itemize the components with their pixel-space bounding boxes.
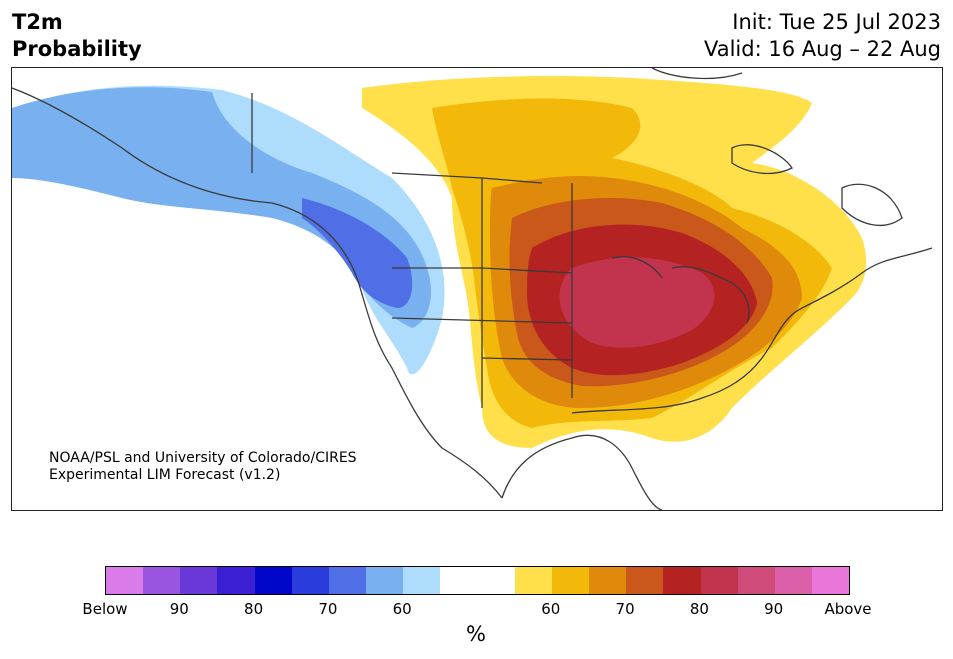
credit-text: NOAA/PSL and University of Colorado/CIRE…	[49, 450, 357, 484]
below-80-region	[302, 198, 413, 308]
probability-map	[12, 68, 933, 510]
colorbar-tick-label: Below	[82, 600, 128, 618]
colorbar-swatch	[514, 567, 552, 594]
colorbar-ticks: Below 90 80 70 60 60 70 80 90 Above	[0, 600, 953, 620]
colorbar-tick-label: 60	[541, 600, 561, 618]
colorbar-swatch	[106, 567, 144, 594]
colorbar-swatch	[477, 567, 515, 594]
colorbar-swatch	[700, 567, 738, 594]
colorbar-swatch	[291, 567, 329, 594]
colorbar-swatch	[254, 567, 292, 594]
colorbar-tick-label: 80	[244, 600, 264, 618]
title-variable: T2m	[12, 10, 63, 34]
colorbar-swatch	[180, 567, 218, 594]
colorbar-tick-label: 80	[689, 600, 709, 618]
colorbar-tick-label: Above	[824, 600, 872, 618]
map-outlines	[12, 68, 933, 510]
colorbar-tick-label: 70	[318, 600, 338, 618]
colorbar-swatch	[626, 567, 664, 594]
colorbar-swatch	[663, 567, 701, 594]
colorbar-tick-label: 90	[764, 600, 784, 618]
colorbar-unit: %	[466, 622, 486, 646]
colorbar-tick-label: 70	[615, 600, 635, 618]
map-panel: NOAA/PSL and University of Colorado/CIRE…	[11, 67, 943, 511]
below-70-region	[12, 87, 432, 328]
map-title: T2m Probability	[12, 9, 142, 63]
colorbar	[105, 566, 850, 595]
colorbar-swatch	[737, 567, 775, 594]
colorbar-swatch	[440, 567, 478, 594]
colorbar-swatch	[143, 567, 181, 594]
title-metric: Probability	[12, 37, 142, 61]
colorbar-tick-label: 90	[169, 600, 189, 618]
colorbar-swatch	[217, 567, 255, 594]
credit-line-1: NOAA/PSL and University of Colorado/CIRE…	[49, 450, 357, 466]
init-date: Init: Tue 25 Jul 2023	[732, 10, 941, 34]
colorbar-swatch	[403, 567, 441, 594]
colorbar-swatch	[774, 567, 812, 594]
forecast-dates: Init: Tue 25 Jul 2023 Valid: 16 Aug – 22…	[704, 9, 941, 63]
colorbar-swatch	[811, 567, 850, 594]
colorbar-swatch	[328, 567, 367, 594]
colorbar-tick-label: 60	[392, 600, 412, 618]
valid-range: Valid: 16 Aug – 22 Aug	[703, 37, 941, 61]
above-98-region	[559, 257, 715, 348]
colorbar-swatch	[551, 567, 590, 594]
colorbar-swatch	[589, 567, 627, 594]
colorbar-swatch	[366, 567, 404, 594]
credit-line-2: Experimental LIM Forecast (v1.2)	[49, 467, 281, 483]
